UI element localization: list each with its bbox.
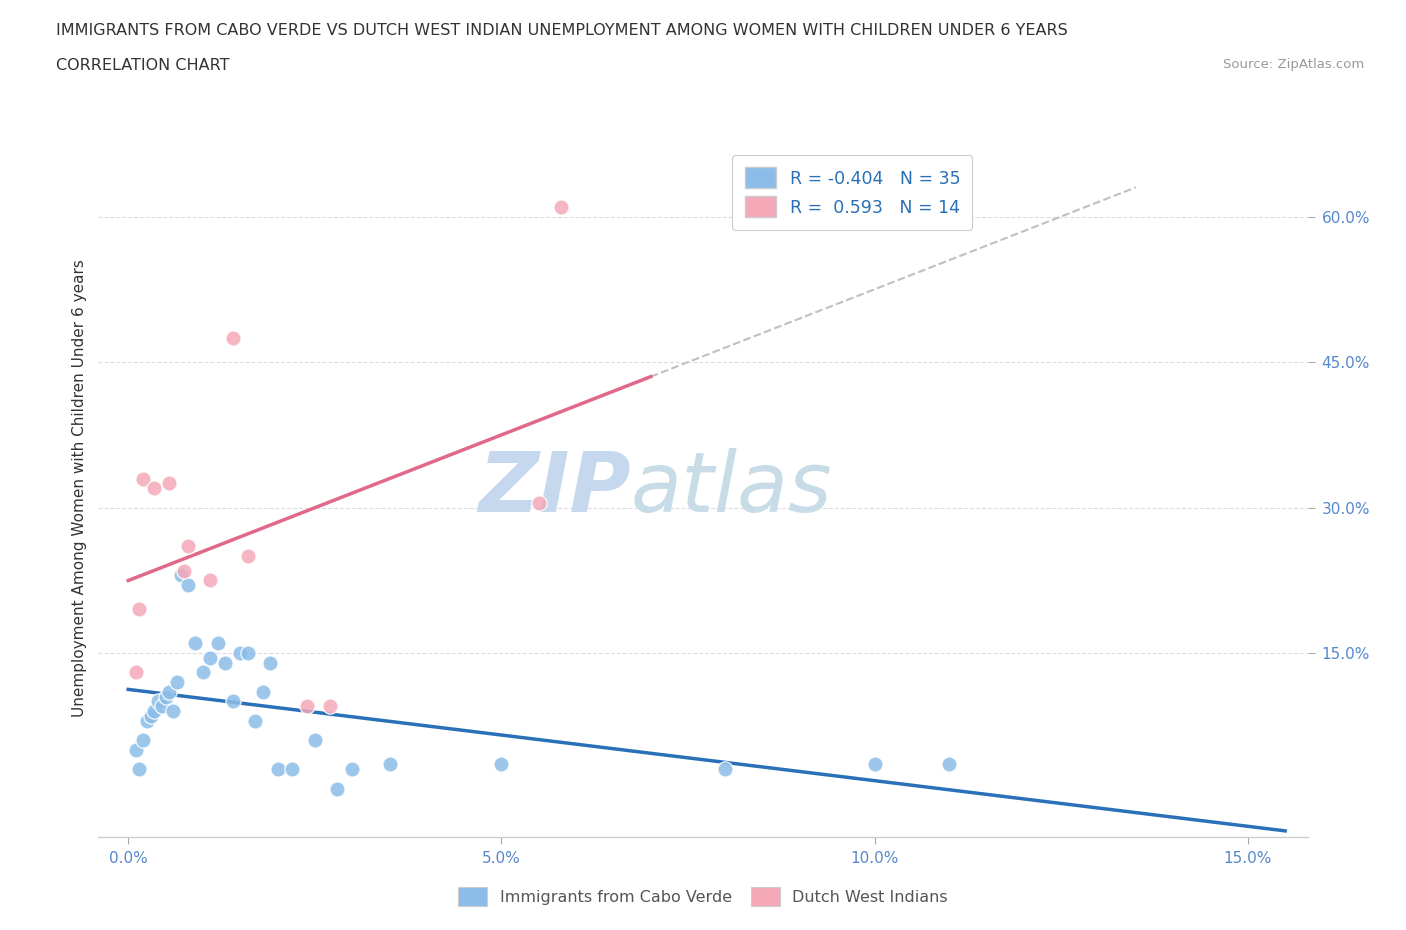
Point [491, 757, 513, 772]
Point [304, 733, 326, 748]
Text: CORRELATION CHART: CORRELATION CHART [56, 58, 229, 73]
Point [266, 762, 288, 777]
Point [139, 709, 162, 724]
Point [236, 549, 259, 564]
Text: Source: ZipAtlas.com: Source: ZipAtlas.com [1223, 58, 1364, 71]
Point [132, 733, 155, 748]
Point [173, 564, 195, 578]
Y-axis label: Unemployment Among Women with Children Under 6 years: Unemployment Among Women with Children U… [72, 259, 87, 717]
Point [229, 645, 252, 660]
Point [200, 650, 222, 665]
Point [319, 698, 342, 713]
Point [166, 674, 188, 689]
Point [863, 757, 886, 772]
Point [146, 694, 169, 709]
Point [150, 698, 173, 713]
Point [191, 665, 214, 680]
Text: atlas: atlas [630, 447, 832, 529]
Point [281, 762, 304, 777]
Point [236, 645, 259, 660]
Point [222, 694, 245, 709]
Point [143, 704, 166, 719]
Point [169, 568, 191, 583]
Point [184, 636, 207, 651]
Point [177, 578, 200, 592]
Point [143, 481, 166, 496]
Point [714, 762, 737, 777]
Point [378, 757, 401, 772]
Point [125, 665, 148, 680]
Point [200, 573, 222, 588]
Text: IMMIGRANTS FROM CABO VERDE VS DUTCH WEST INDIAN UNEMPLOYMENT AMONG WOMEN WITH CH: IMMIGRANTS FROM CABO VERDE VS DUTCH WEST… [56, 23, 1069, 38]
Point [132, 472, 155, 486]
Point [214, 655, 236, 670]
Point [550, 200, 572, 215]
Point [162, 704, 184, 719]
Point [155, 689, 177, 704]
Point [938, 757, 960, 772]
Point [128, 762, 150, 777]
Point [252, 684, 274, 699]
Point [222, 331, 245, 346]
Point [207, 636, 229, 651]
Point [340, 762, 363, 777]
Point [128, 602, 150, 617]
Point [125, 742, 148, 757]
Point [326, 781, 349, 796]
Point [157, 476, 180, 491]
Point [297, 698, 319, 713]
Point [259, 655, 281, 670]
Point [157, 684, 180, 699]
Point [243, 713, 266, 728]
Legend: Immigrants from Cabo Verde, Dutch West Indians: Immigrants from Cabo Verde, Dutch West I… [451, 881, 955, 912]
Point [136, 713, 159, 728]
Text: ZIP: ZIP [478, 447, 630, 529]
Point [177, 538, 200, 553]
Point [527, 496, 550, 511]
